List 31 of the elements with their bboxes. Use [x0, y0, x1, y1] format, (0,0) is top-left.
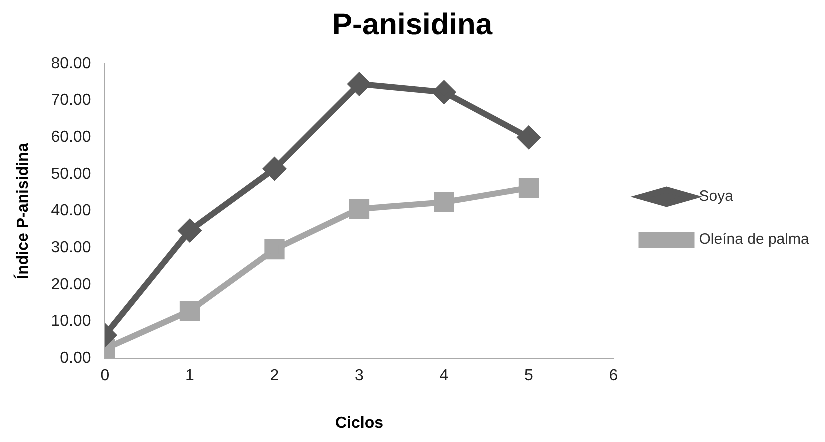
x-tick-label: 3 — [355, 368, 364, 385]
point — [264, 240, 285, 260]
legend-label: Soya — [699, 188, 734, 206]
point — [349, 199, 370, 220]
point — [348, 73, 370, 96]
x-tick-label: 5 — [524, 368, 534, 385]
point — [518, 126, 540, 149]
y-tick-label: 10.00 — [51, 313, 92, 330]
y-tick-label: 70.00 — [51, 92, 92, 110]
x-tick-label: 1 — [186, 368, 195, 385]
chart-title: P-anisidina — [332, 8, 493, 42]
point — [178, 220, 201, 242]
point — [434, 192, 454, 213]
x-tick-label: 2 — [270, 368, 280, 385]
x-tick-label: 0 — [100, 368, 110, 385]
point — [180, 301, 200, 322]
y-tick-label: 20.00 — [51, 276, 92, 294]
point — [264, 158, 286, 180]
x-tick-label: 6 — [609, 368, 618, 385]
point — [518, 178, 540, 198]
y-tick-label: 60.00 — [51, 129, 92, 146]
y-tick-label: 40.00 — [51, 202, 92, 220]
legend-label: Oleína de palma — [699, 231, 810, 248]
y-tick-label: 30.00 — [51, 240, 92, 257]
point — [433, 81, 456, 104]
y-tick-label: 80.00 — [51, 55, 92, 72]
y-axis-title: Índice P-anisidina — [13, 143, 32, 280]
x-axis-title: Ciclos — [335, 414, 384, 432]
x-tick-label: 4 — [440, 368, 449, 385]
y-tick-label: 50.00 — [51, 166, 92, 183]
y-tick-label: 0.00 — [60, 350, 92, 368]
